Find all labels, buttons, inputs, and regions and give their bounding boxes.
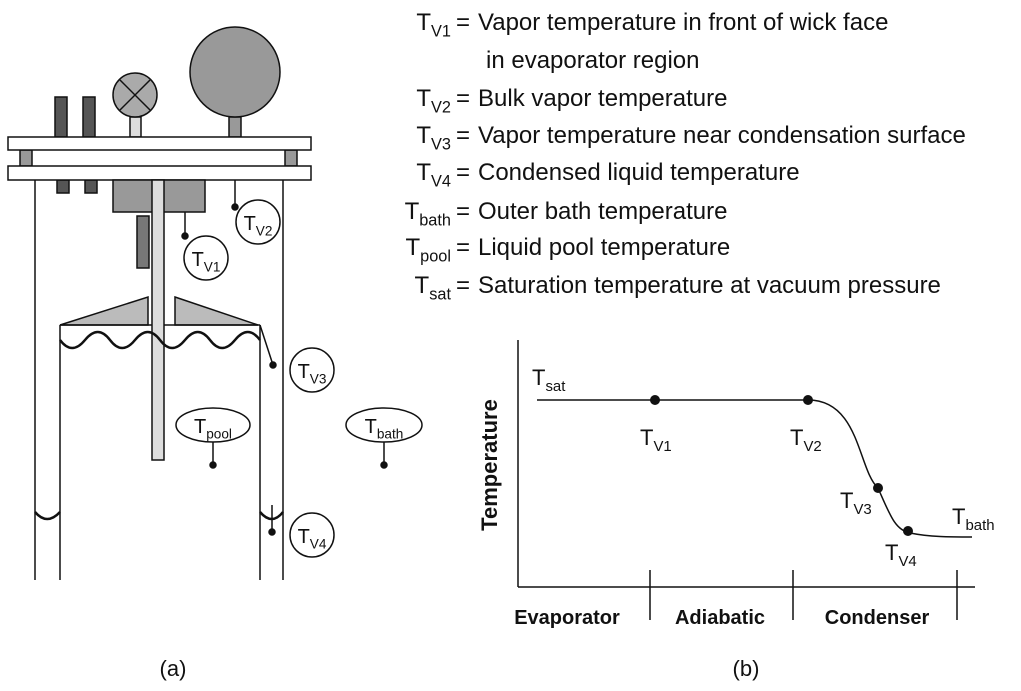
symbol-base: T [416,85,431,112]
region-label: Adiabatic [675,607,765,629]
symbol-base: T [365,416,377,438]
definition: Saturation temperature at vacuum pressur… [478,272,941,299]
wick-wedge [60,297,148,325]
spacer [285,150,297,166]
definition: Liquid pool temperature [478,234,730,261]
apparatus [8,27,422,580]
caption: (b) [733,656,760,681]
symbol-base: T [640,425,653,450]
symbol: TV1 = [416,9,470,41]
spacer [20,150,32,166]
separator: = [456,234,470,261]
symbol-subscript: sat [429,286,451,304]
temperature-curve [537,400,972,537]
symbol-base: T [244,213,256,235]
caption: (a) [160,656,187,681]
symbol-subscript: bath [965,517,994,534]
separator: = [456,122,470,149]
symbol: Tbath = [405,198,470,230]
symbol-base: T [405,234,420,261]
symbol-base: T [405,198,420,225]
definition: Bulk vapor temperature [478,85,727,112]
definition: Vapor temperature in front of wick face [478,9,888,36]
post [57,180,69,193]
symbol: Tpool = [405,234,470,266]
symbol: Tsat = [415,272,470,304]
symbol-subscript: V3 [853,501,871,518]
symbol-subscript: V4 [431,173,451,191]
symbol: Tbath [952,504,995,534]
symbol-subscript: V1 [653,438,671,455]
curve-points [650,395,913,536]
texts: TV1=Vapor temperature in front of wick f… [160,9,995,681]
post [85,180,97,193]
symbol-base: T [415,272,430,299]
symbol-base: T [532,365,545,390]
region-label: Condenser [825,607,930,629]
plate [8,137,311,150]
symbol: TV4 [885,540,917,570]
definition: Outer bath temperature [478,198,727,225]
symbol-base: T [790,425,803,450]
post [83,97,95,137]
symbol-subscript: V4 [310,537,327,552]
symbol-base: T [840,488,853,513]
symbol-subscript: V1 [431,23,451,41]
definition: Vapor temperature near condensation surf… [478,122,966,149]
symbol: TV3 [840,488,872,518]
rod [152,180,164,460]
symbol-base: T [298,526,310,548]
symbol-subscript: bath [419,212,451,230]
gauge [190,27,280,117]
symbol-base: T [298,361,310,383]
symbol-base: T [416,159,431,186]
symbol: TV2 = [416,85,470,117]
definition: Condensed liquid temperature [478,159,800,186]
symbol: TV1 [640,425,672,455]
symbol-subscript: sat [545,378,566,395]
symbol-subscript: V3 [310,372,327,387]
probes [182,180,387,535]
temperature-plot [518,340,975,620]
symbol-subscript: bath [377,427,403,442]
probe-holder [137,216,149,268]
separator: = [456,198,470,225]
liquid-surface [35,512,283,519]
symbol: TV3 = [416,122,470,154]
gauge-stem [229,117,241,137]
symbol-base: T [885,540,898,565]
symbol-base: T [416,9,431,36]
symbol-subscript: V2 [431,99,451,117]
symbol: TV4 = [416,159,470,191]
region-label: Evaporator [514,607,620,629]
symbol-subscript: V4 [898,553,916,570]
symbol-base: T [416,122,431,149]
symbol-subscript: V2 [803,438,821,455]
symbol-subscript: V1 [204,260,221,275]
figure: TV1=Vapor temperature in front of wick f… [0,0,1021,691]
symbol-subscript: pool [420,248,451,266]
valve-stem [130,117,141,137]
y-axis-label: Temperature [477,399,502,531]
symbol-base: T [194,416,206,438]
symbol-subscript: pool [206,427,232,442]
separator: = [456,9,470,36]
separator: = [456,85,470,112]
separator: = [456,272,470,299]
wick-wedge [175,297,258,325]
symbol: Tsat [532,365,566,395]
symbol-base: T [952,504,965,529]
plate [8,166,311,180]
separator: = [456,159,470,186]
symbol-subscript: V3 [431,136,451,154]
post [55,97,67,137]
definition: in evaporator region [486,47,699,74]
symbol-subscript: V2 [256,224,273,239]
symbol-base: T [192,249,204,271]
symbol: TV2 [790,425,822,455]
